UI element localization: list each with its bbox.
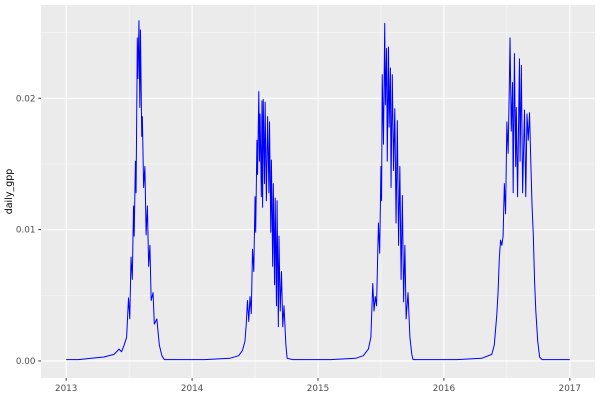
- y-axis-title: daily_gpp: [4, 169, 15, 215]
- x-tick-label: 2017: [559, 384, 581, 394]
- gpp-line: [66, 20, 570, 361]
- x-tick-label: 2013: [55, 384, 77, 394]
- x-tick-label: 2016: [433, 384, 456, 394]
- x-tick-label: 2014: [181, 384, 204, 394]
- y-tick-label: 0.01: [16, 226, 36, 236]
- x-tick-label: 2015: [307, 384, 329, 394]
- axes-layer: 2013 2014 2015 2016 2017 0.00 0.01 0.02: [16, 94, 581, 394]
- y-tick-label: 0.00: [16, 357, 36, 367]
- y-tick-label: 0.02: [16, 94, 36, 104]
- data-line-layer: [66, 20, 570, 361]
